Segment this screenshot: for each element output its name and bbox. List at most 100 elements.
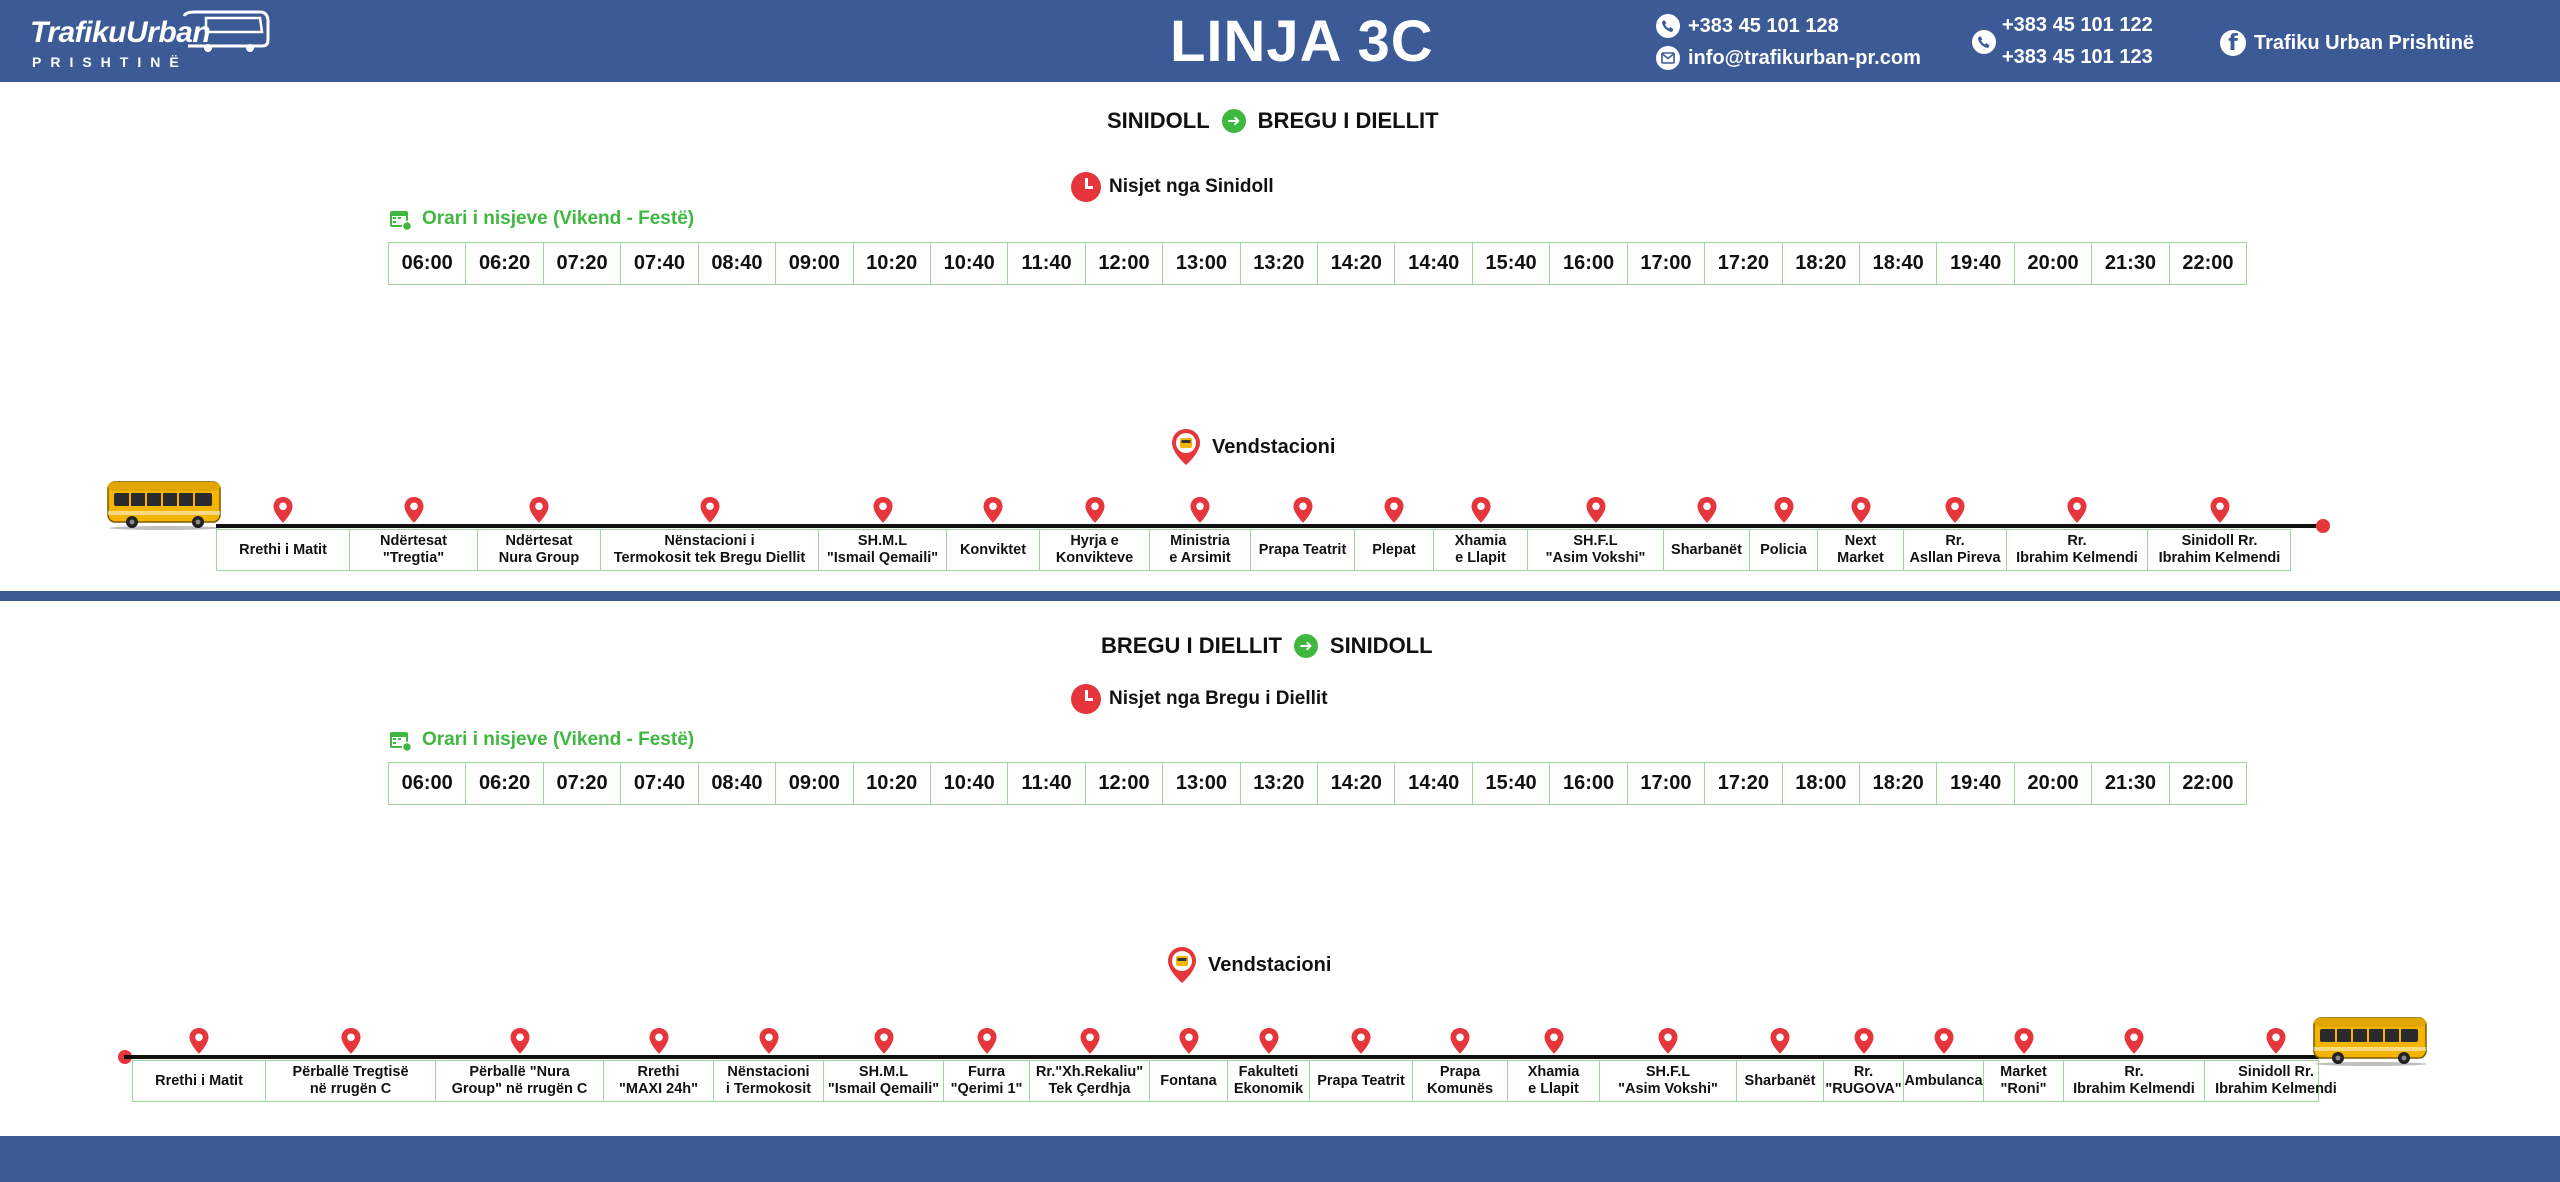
map-pin-icon [2265,1027,2287,1055]
departure-time: 06:00 [389,243,467,284]
departure-time: 17:20 [1705,243,1783,284]
stop-label: Prapa Teatrit [1258,541,1347,558]
departure-time: 10:40 [931,763,1009,804]
stop-item: Rr."Xh.Rekaliu" Tek Çerdhja [1030,1061,1150,1101]
departure-time: 15:40 [1473,243,1551,284]
stop-label: Fontana [1160,1072,1217,1089]
departure-time: 18:00 [1783,763,1861,804]
brand-logo[interactable]: TrafikuUrban PRISHTINË [30,10,270,70]
map-pin-icon [699,496,721,524]
map-pin-icon [1933,1027,1955,1055]
outbound-route-line [216,524,2322,528]
stop-item: Nënstacioni i Termokosit [714,1061,824,1101]
inbound-schedule-heading: Orari i nisjeve (Vikend - Festë) [388,728,694,752]
clock-icon [1071,172,1101,202]
map-pin-icon [872,496,894,524]
stop-label: Prapa Komunës [1426,1064,1494,1097]
viber-phone-1[interactable]: +383 45 101 122 [2002,14,2153,37]
stop-label: Nënstacioni i Termokosit tek Bregu Diell… [613,533,806,566]
stop-item: Fontana [1150,1061,1228,1101]
calendar-icon [390,732,412,752]
departure-time: 21:30 [2092,763,2170,804]
departure-time: 11:40 [1008,763,1086,804]
map-pin-icon [1350,1027,1372,1055]
departure-time: 16:00 [1550,763,1628,804]
viber-phone-2[interactable]: +383 45 101 123 [2002,46,2153,69]
phone-text: +383 45 101 128 [1688,14,1839,37]
departure-time: 18:40 [1860,243,1938,284]
calendar-icon [390,211,412,231]
departure-time: 06:20 [466,243,544,284]
stop-label: Fakulteti Ekonomik [1233,1064,1304,1097]
facebook-link[interactable]: f Trafiku Urban Prishtinë [2220,30,2474,56]
facebook-text: Trafiku Urban Prishtinë [2254,31,2475,54]
map-pin-icon [1696,496,1718,524]
arrow-right-icon: ➜ [1293,634,1318,658]
email-contact[interactable]: info@trafikurban-pr.com [1656,46,1921,70]
departure-time: 07:20 [544,243,622,284]
inbound-timetable: 06:00 06:20 07:20 07:40 08:40 09:00 10:20 10:40… [388,762,2247,805]
stop-label: Ambulanca [1904,1072,1983,1089]
departure-time: 22:00 [2182,772,2234,794]
outbound-direction: SINIDOLL ➜ BREGU I DIELLIT [1107,108,1439,134]
outbound-terminal: Vendstacioni [1170,428,1335,466]
phone-contact[interactable]: +383 45 101 128 [1656,14,1839,38]
departure-time: 06:20 [466,763,544,804]
map-pin-icon [2066,496,2088,524]
stop-item: Plepat [1355,530,1434,570]
map-pin-icon [1258,1027,1280,1055]
stop-label: Rr."Xh.Rekaliu" Tek Çerdhja [1035,1064,1144,1097]
stop-label: Prapa Teatrit [1317,1072,1405,1089]
stop-item: Ambulanca [1904,1061,1984,1101]
stop-item: SH.M.L "Ismail Qemaili" [819,530,947,570]
map-pin-icon [758,1027,780,1055]
map-pin-icon [1853,1027,1875,1055]
email-text: info@trafikurban-pr.com [1688,46,1921,69]
stop-item: Prapa Teatrit [1310,1061,1413,1101]
inbound-from: BREGU I DIELLIT [1101,633,1282,658]
stop-item: Rr. Ibrahim Kelmendi [2007,530,2148,570]
stop-item: Policia [1750,530,1818,570]
bus-icon [106,478,224,530]
route-end-dot [2316,519,2330,533]
stop-item: Përballë "Nura Group" në rrugën C [436,1061,604,1101]
stop-label: SH.M.L "Ismail Qemaili" [826,533,939,566]
stop-label: Ndërtesat "Tregtia" [380,533,447,566]
stop-item: Rr. Asllan Pireva [1904,530,2007,570]
stop-label: Përballë "Nura Group" në rrugën C [451,1064,588,1097]
departure-time: 17:20 [1705,763,1783,804]
stop-item: Rrethi i Matit [217,530,350,570]
stop-item: Fakulteti Ekonomik [1228,1061,1310,1101]
inbound-to: SINIDOLL [1329,633,1433,658]
map-pin-icon [1657,1027,1679,1055]
logo-text: TrafikuUrban [30,16,211,49]
stop-label: Furra "Qerimi 1" [950,1064,1023,1097]
footer-bar [0,1136,2560,1182]
stop-label: Ministria e Arsimit [1169,533,1231,566]
bus-stop-pin-icon [1168,947,1196,983]
departure-time: 18:20 [1860,763,1938,804]
stop-label: Xhamia e Llapit [1527,1064,1580,1097]
departure-time: 10:20 [854,763,931,804]
inbound-departures-heading: Nisjet nga Bregu i Diellit [1071,684,1328,714]
stop-item: Ministria e Arsimit [1150,530,1251,570]
stop-label: Rrethi "MAXI 24h" [618,1064,698,1097]
stop-item: Xhamia e Llapit [1508,1061,1600,1101]
stop-label: Hyrja e Konvikteve [1055,533,1134,566]
inbound-terminal: Vendstacioni [1166,946,1331,984]
outbound-schedule-heading: Orari i nisjeve (Vikend - Festë) [388,207,694,231]
stop-label: Policia [1760,541,1807,558]
stop-item: Xhamia e Llapit [1434,530,1528,570]
stop-item: Market "Roni" [1984,1061,2064,1101]
stop-item: Sharbanët [1737,1061,1824,1101]
map-pin-icon [1189,496,1211,524]
bus-icon [2312,1014,2430,1066]
departure-time: 14:40 [1395,763,1473,804]
stop-item: Rrethi i Matit [133,1061,266,1101]
stop-item: Hyrja e Konvikteve [1040,530,1150,570]
departure-time: 13:20 [1241,763,1319,804]
map-pin-icon [272,496,294,524]
map-pin-icon [873,1027,895,1055]
departure-time: 19:40 [1937,243,2015,284]
stop-item: Prapa Komunës [1413,1061,1508,1101]
